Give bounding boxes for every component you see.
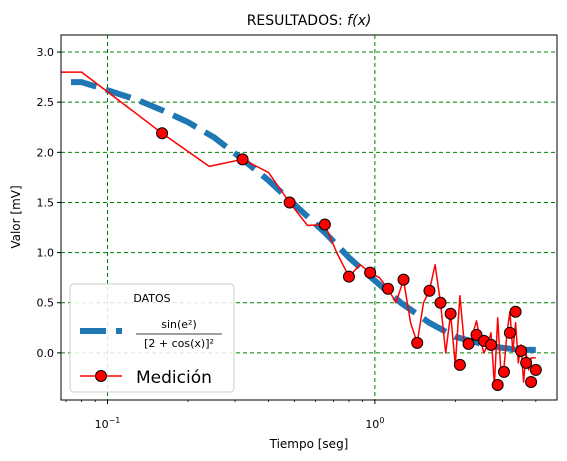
legend-frame [69, 283, 235, 393]
legend-label-measured: Medición [136, 368, 212, 388]
measured-point [364, 266, 377, 279]
x-tick-label: 100 [365, 416, 384, 431]
series-model-line [71, 79, 536, 353]
measured-point [382, 282, 395, 295]
legend-title: DATOS [133, 292, 170, 305]
x-axis-label: Tiempo [seg] [269, 437, 349, 451]
y-tick-label: 1.0 [37, 247, 55, 260]
measured-point [397, 273, 410, 286]
measured-point [514, 344, 527, 357]
measured-point [497, 365, 510, 378]
measured-point [423, 284, 436, 297]
measured-point [283, 196, 296, 209]
measured-point [236, 153, 249, 166]
measured-point [411, 336, 424, 349]
y-tick-label: 0.5 [37, 297, 55, 310]
measured-point [491, 378, 504, 391]
measured-point [520, 356, 533, 369]
y-tick-label: 3.0 [37, 46, 55, 59]
y-tick-label: 2.0 [37, 146, 55, 159]
legend: DATOS sin(e²) [2 + cos(x)]² Medición [69, 283, 235, 393]
measured-point [462, 337, 475, 350]
measured-point [525, 375, 538, 388]
measured-point [503, 326, 516, 339]
plot-area: 3.0 2.5 2.0 1.5 1.0 0.5 0.0 10−1 100 [37, 34, 558, 431]
y-axis-label: Valor [mV] [9, 185, 23, 248]
grid [61, 35, 557, 400]
chart-title: RESULTADOS: f(x) [247, 13, 372, 29]
legend-label-model-numerator: sin(e²) [161, 318, 197, 331]
measured-point [318, 218, 331, 231]
y-tick-label: 1.5 [37, 196, 55, 209]
measured-point [485, 338, 498, 351]
measured-point [509, 305, 522, 318]
measured-point [434, 296, 447, 309]
measured-point [156, 127, 169, 140]
legend-label-model-denominator: [2 + cos(x)]² [144, 337, 214, 350]
legend-swatch-measured-marker [95, 370, 107, 382]
series-layer [61, 71, 542, 391]
measured-point [453, 358, 466, 371]
measured-point [342, 270, 355, 283]
y-tick-label: 2.5 [37, 96, 55, 109]
ticks: 3.0 2.5 2.0 1.5 1.0 0.5 0.0 10−1 100 [37, 46, 537, 431]
measured-point [444, 307, 457, 320]
x-tick-label: 10−1 [95, 416, 121, 431]
axes-frame [60, 34, 558, 401]
y-tick-label: 0.0 [37, 347, 55, 360]
measured-point [529, 363, 542, 376]
